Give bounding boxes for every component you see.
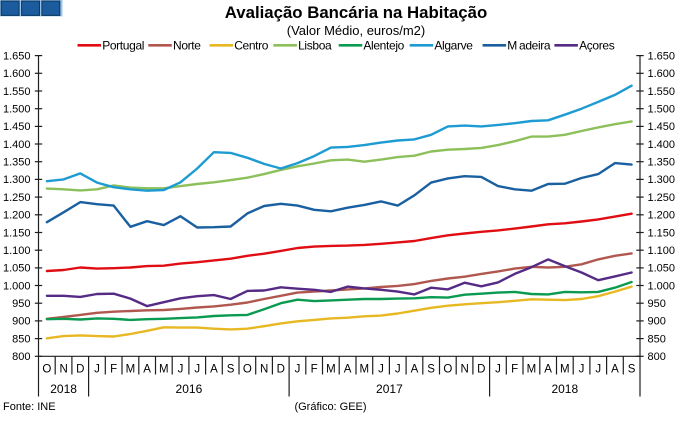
svg-text:900: 900 <box>648 316 666 328</box>
svg-text:J: J <box>194 364 200 376</box>
svg-text:1.500: 1.500 <box>3 104 31 116</box>
svg-text:D: D <box>277 364 285 376</box>
svg-text:1.000: 1.000 <box>648 280 676 292</box>
svg-text:M: M <box>126 364 136 376</box>
svg-text:M: M <box>360 364 370 376</box>
svg-text:A: A <box>143 364 151 376</box>
svg-text:1.100: 1.100 <box>648 245 676 257</box>
svg-text:1.000: 1.000 <box>3 280 31 292</box>
svg-text:A: A <box>411 364 419 376</box>
svg-text:1.400: 1.400 <box>648 139 676 151</box>
svg-text:J: J <box>295 364 301 376</box>
svg-text:2018: 2018 <box>551 382 578 396</box>
svg-text:(Gráfico: GEE): (Gráfico: GEE) <box>294 401 366 413</box>
svg-text:800: 800 <box>648 351 666 363</box>
svg-text:1.150: 1.150 <box>3 227 31 239</box>
svg-text:950: 950 <box>648 298 666 310</box>
svg-text:2016: 2016 <box>176 382 203 396</box>
svg-text:J: J <box>595 364 601 376</box>
svg-text:M: M <box>560 364 570 376</box>
svg-text:M: M <box>527 364 537 376</box>
svg-text:1.600: 1.600 <box>648 68 676 80</box>
svg-text:900: 900 <box>12 316 30 328</box>
svg-text:N: N <box>260 364 268 376</box>
svg-text:850: 850 <box>648 333 666 345</box>
svg-text:N: N <box>460 364 468 376</box>
svg-text:1.550: 1.550 <box>648 86 676 98</box>
svg-text:1.200: 1.200 <box>648 210 676 222</box>
svg-text:F: F <box>511 364 518 376</box>
svg-text:D: D <box>76 364 84 376</box>
svg-text:F: F <box>311 364 318 376</box>
svg-text:2018: 2018 <box>50 382 77 396</box>
svg-text:Centro: Centro <box>234 38 269 52</box>
svg-text:Lisboa: Lisboa <box>298 38 332 52</box>
svg-text:1.450: 1.450 <box>3 121 31 133</box>
svg-text:1.300: 1.300 <box>3 174 31 186</box>
svg-text:1.250: 1.250 <box>3 192 31 204</box>
svg-text:1.650: 1.650 <box>3 50 31 62</box>
svg-text:1.650: 1.650 <box>648 50 676 62</box>
svg-text:1.450: 1.450 <box>648 121 676 133</box>
svg-text:S: S <box>427 364 435 376</box>
svg-text:S: S <box>227 364 235 376</box>
svg-text:N: N <box>59 364 67 376</box>
svg-text:A: A <box>210 364 218 376</box>
svg-text:A: A <box>611 364 619 376</box>
svg-text:J: J <box>579 364 585 376</box>
svg-text:S: S <box>628 364 636 376</box>
svg-text:1.350: 1.350 <box>648 157 676 169</box>
svg-text:O: O <box>443 364 452 376</box>
svg-text:M: M <box>326 364 336 376</box>
svg-text:1.050: 1.050 <box>3 263 31 275</box>
svg-text:Fonte: INE: Fonte: INE <box>3 401 56 413</box>
svg-text:A: A <box>344 364 352 376</box>
svg-text:1.550: 1.550 <box>3 86 31 98</box>
svg-text:J: J <box>178 364 184 376</box>
svg-text:M: M <box>159 364 169 376</box>
svg-text:1.050: 1.050 <box>648 263 676 275</box>
svg-text:(Valor Médio, euros/m2): (Valor Médio, euros/m2) <box>287 23 425 38</box>
svg-text:J: J <box>94 364 100 376</box>
svg-text:F: F <box>110 364 117 376</box>
svg-text:J: J <box>378 364 384 376</box>
svg-text:O: O <box>243 364 252 376</box>
svg-text:800: 800 <box>12 351 30 363</box>
svg-text:Norte: Norte <box>173 38 201 52</box>
svg-text:Alentejo: Alentejo <box>363 38 404 52</box>
svg-text:1.300: 1.300 <box>648 174 676 186</box>
svg-text:Açores: Açores <box>579 38 615 52</box>
svg-text:O: O <box>42 364 51 376</box>
svg-text:1.100: 1.100 <box>3 245 31 257</box>
svg-text:M adeira: M adeira <box>507 38 551 52</box>
svg-text:1.600: 1.600 <box>3 68 31 80</box>
svg-text:Algarve: Algarve <box>434 38 473 52</box>
svg-text:1.400: 1.400 <box>3 139 31 151</box>
svg-text:J: J <box>395 364 401 376</box>
svg-text:Avaliação Bancária na Habitaçã: Avaliação Bancária na Habitação <box>225 3 487 22</box>
svg-text:1.350: 1.350 <box>3 157 31 169</box>
svg-text:950: 950 <box>12 298 30 310</box>
svg-text:Portugal: Portugal <box>102 38 144 52</box>
svg-text:850: 850 <box>12 333 30 345</box>
svg-text:1.250: 1.250 <box>648 192 676 204</box>
svg-text:J: J <box>495 364 501 376</box>
svg-text:1.200: 1.200 <box>3 210 31 222</box>
svg-text:2017: 2017 <box>376 382 403 396</box>
svg-text:1.500: 1.500 <box>648 104 676 116</box>
svg-text:1.150: 1.150 <box>648 227 676 239</box>
svg-text:D: D <box>477 364 485 376</box>
svg-text:A: A <box>544 364 552 376</box>
